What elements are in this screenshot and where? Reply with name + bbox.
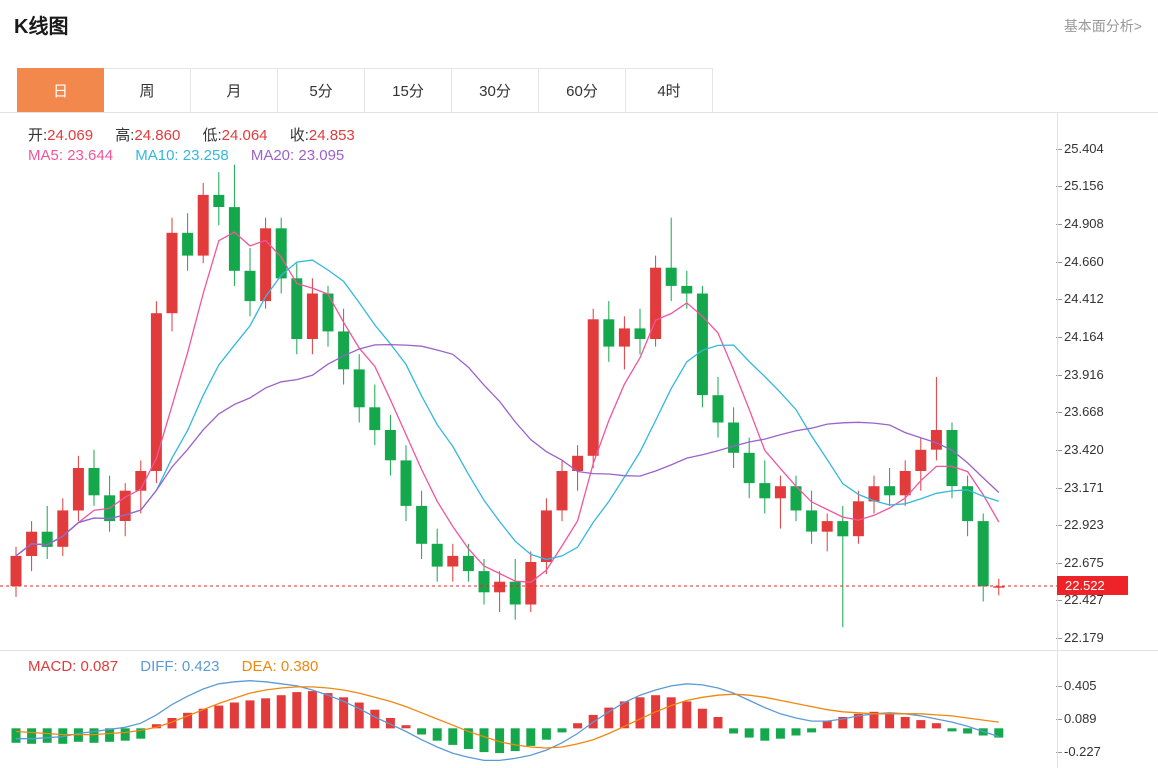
tab-15min[interactable]: 15分 (365, 68, 452, 113)
ohlc-legend: 开:24.069 高:24.860 低:24.064 收:24.853 (28, 124, 373, 145)
ohlc-high-value: 24.860 (134, 127, 181, 144)
diff-legend: DIFF: 0.423 (140, 658, 219, 675)
y-axis-label: 22.923 (1056, 517, 1104, 532)
y-axis-label: 23.916 (1056, 367, 1104, 382)
ohlc-close-label: 收: (289, 127, 309, 144)
ma10-legend: MA10: 23.258 (135, 147, 228, 164)
current-price-tag: 22.522 (1057, 576, 1128, 595)
macd-y-axis-label: 0.405 (1056, 678, 1097, 693)
macd-value: 0.087 (80, 658, 119, 675)
ohlc-open: 开:24.069 (28, 127, 93, 144)
fundamental-analysis-link[interactable]: 基本面分析> (1063, 18, 1142, 34)
period-tabs: 日 周 月 5分 15分 30分 60分 4时 (17, 68, 713, 113)
ma5-label: MA5: (28, 147, 64, 164)
y-axis-label: 23.420 (1056, 442, 1104, 457)
ohlc-low-value: 24.064 (221, 127, 268, 144)
tabs-bottom-divider (0, 112, 1158, 113)
y-axis-label: 24.660 (1056, 254, 1104, 269)
axis-divider (1057, 112, 1058, 768)
diff-value: 0.423 (181, 658, 220, 675)
ma10-value: 23.258 (182, 147, 229, 164)
ma10-label: MA10: (135, 147, 179, 164)
page-title: K线图 (14, 16, 69, 38)
ohlc-high: 高:24.860 (115, 127, 180, 144)
tab-4hour[interactable]: 4时 (626, 68, 713, 113)
tab-60min[interactable]: 60分 (539, 68, 626, 113)
ohlc-high-label: 高: (115, 127, 135, 144)
y-axis-label: 22.675 (1056, 555, 1104, 570)
ohlc-low: 低:24.064 (202, 127, 267, 144)
tab-day[interactable]: 日 (17, 68, 104, 113)
tab-30min[interactable]: 30分 (452, 68, 539, 113)
dea-value: 0.380 (280, 658, 319, 675)
y-axis-label: 24.412 (1056, 291, 1104, 306)
dea-label: DEA: (241, 658, 277, 675)
ohlc-open-value: 24.069 (47, 127, 94, 144)
ma20-label: MA20: (250, 147, 295, 164)
tab-month[interactable]: 月 (191, 68, 278, 113)
ma5-value: 23.644 (67, 147, 114, 164)
y-axis-label: 23.668 (1056, 404, 1104, 419)
macd-value-legend: MACD: 0.087 (28, 658, 118, 675)
tab-5min[interactable]: 5分 (278, 68, 365, 113)
macd-y-axis-label: -0.227 (1056, 744, 1101, 759)
y-axis-label: 23.171 (1056, 480, 1104, 495)
y-axis-label: 24.908 (1056, 216, 1104, 231)
ma5-legend: MA5: 23.644 (28, 147, 113, 164)
dea-legend: DEA: 0.380 (242, 658, 319, 675)
ohlc-close-value: 24.853 (308, 127, 355, 144)
ma20-value: 23.095 (298, 147, 345, 164)
y-axis-label: 25.156 (1056, 178, 1104, 193)
tab-week[interactable]: 周 (104, 68, 191, 113)
macd-y-axis-label: 0.089 (1056, 711, 1097, 726)
ohlc-close: 收:24.853 (290, 127, 355, 144)
macd-legend: MACD: 0.087 DIFF: 0.423 DEA: 0.380 (28, 658, 336, 675)
y-axis-label: 25.404 (1056, 141, 1104, 156)
ohlc-low-label: 低: (202, 127, 222, 144)
y-axis-label: 24.164 (1056, 329, 1104, 344)
y-axis-label: 22.179 (1056, 630, 1104, 645)
ohlc-open-label: 开: (28, 127, 48, 144)
macd-label: MACD: (28, 658, 77, 675)
y-axis-label: 22.427 (1056, 592, 1104, 607)
ma-legend: MA5: 23.644 MA10: 23.258 MA20: 23.095 (28, 147, 362, 164)
macd-indicator-chart[interactable] (0, 651, 1057, 768)
panel-divider (0, 650, 1158, 651)
diff-label: DIFF: (140, 658, 178, 675)
candlestick-chart[interactable] (0, 113, 1057, 650)
ma20-legend: MA20: 23.095 (251, 147, 344, 164)
